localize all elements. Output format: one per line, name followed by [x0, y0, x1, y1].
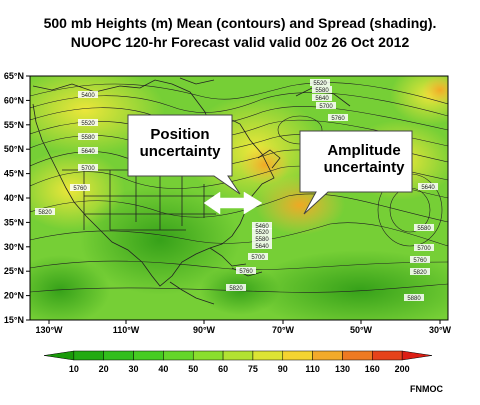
colorbar-segment: [282, 350, 313, 361]
contour-label: 5640: [255, 244, 269, 250]
colorbar-segment: [312, 350, 343, 361]
colorbar-segment: [252, 350, 284, 361]
colorbar-segment: [163, 350, 194, 361]
colorbar-segment: [192, 350, 224, 361]
lat-tick-label: 65°N: [4, 71, 24, 81]
contour-label: 5820: [229, 286, 243, 292]
colorbar-segment: [222, 350, 254, 361]
lat-tick-label: 20°N: [4, 291, 24, 301]
contour-label: 5640: [315, 96, 329, 102]
amplitude-uncertainty-text: Amplitude uncertainty: [323, 142, 405, 176]
colorbar-segment: [372, 350, 403, 361]
contour-label: 5640: [81, 149, 95, 155]
contour-label: 5520: [313, 81, 327, 87]
latitude-axis: 65°N 60°N 55°N 50°N 45°N 40°N 35°N 30°N 25°N 20°N…: [4, 71, 30, 325]
colorbar-tick-label: 130: [335, 364, 350, 374]
contour-label: 5520: [81, 121, 95, 127]
lat-tick-label: 40°N: [4, 193, 24, 203]
contour-label: 5820: [413, 270, 427, 276]
contour-label: 5760: [413, 258, 427, 264]
amplitude-callout: [299, 130, 413, 215]
lat-tick-label: 50°N: [4, 144, 24, 154]
colorbar-tick-label: 75: [248, 364, 258, 374]
lon-tick-label: 110°W: [113, 325, 140, 335]
lon-tick-label: 30°W: [429, 325, 452, 335]
colorbar-tick-label: 30: [129, 364, 139, 374]
colorbar-segment: [43, 350, 75, 361]
colorbar-tick-label: 90: [278, 364, 288, 374]
colorbar-tick-label: 110: [305, 364, 320, 374]
contour-label: 5700: [319, 104, 333, 110]
contour-label: 5640: [421, 185, 435, 191]
colorbar-segment: [342, 350, 373, 361]
longitude-axis: 130°W 110°W 90°W 70°W 50°W 30°W: [35, 320, 452, 335]
lon-tick-label: 70°W: [272, 325, 295, 335]
contour-label: 5580: [255, 237, 269, 243]
colorbar-tick-label: 50: [188, 364, 198, 374]
colorbar-tick-label: 40: [158, 364, 168, 374]
lat-tick-label: 30°N: [4, 242, 24, 252]
lat-tick-label: 60°N: [4, 95, 24, 105]
lat-tick-label: 55°N: [4, 120, 24, 130]
position-uncertainty-text: Position uncertainty: [139, 126, 221, 160]
contour-label: 5760: [73, 186, 87, 192]
lat-tick-label: 45°N: [4, 169, 24, 179]
amplitude-uncertainty-label: Amplitude uncertainty: [303, 142, 425, 176]
contour-label: 5460: [255, 224, 269, 230]
contour-label: 5580: [315, 88, 329, 94]
contour-label: 5700: [81, 166, 95, 172]
colorbar-tick-label: 160: [365, 364, 380, 374]
colorbar-segment: [401, 350, 433, 361]
contour-label: 5880: [407, 296, 421, 302]
colorbar-segment: [73, 350, 104, 361]
contour-label: 5520: [255, 230, 269, 236]
contour-label: 5760: [239, 269, 253, 275]
colorbar-tick-label: 10: [69, 364, 79, 374]
fnmoc-credit: FNMOC: [410, 384, 443, 394]
contour-label: 5760: [331, 116, 345, 122]
contour-label: 5580: [417, 226, 431, 232]
contour-label: 5820: [38, 210, 52, 216]
map-title-line1: 500 mb Heights (m) Mean (contours) and S…: [43, 15, 437, 31]
lon-tick-label: 50°W: [350, 325, 373, 335]
lat-tick-label: 15°N: [4, 315, 24, 325]
contour-labels: 5400552055805640570057605820552055805640…: [35, 79, 438, 302]
colorbar-segment: [133, 350, 164, 361]
contour-label: 5700: [251, 255, 265, 261]
colorbar-tick-label: 60: [218, 364, 228, 374]
lon-tick-label: 130°W: [35, 325, 63, 335]
position-double-arrow: [203, 191, 263, 215]
lon-tick-label: 90°W: [193, 325, 216, 335]
position-callout: [127, 114, 241, 195]
contour-label: 5580: [81, 135, 95, 141]
colorbar: 10 20 30 40 50 60 75 90 110 130 160 200: [43, 350, 433, 374]
lat-tick-label: 25°N: [4, 266, 24, 276]
colorbar-segment: [103, 350, 134, 361]
lat-tick-label: 35°N: [4, 217, 24, 227]
position-uncertainty-label: Position uncertainty: [131, 126, 229, 160]
colorbar-tick-label: 20: [99, 364, 109, 374]
contour-label: 5700: [417, 246, 431, 252]
contour-label: 5400: [81, 93, 95, 99]
colorbar-tick-label: 200: [395, 364, 410, 374]
map-title-line2: NUOPC 120-hr Forecast valid valid 00z 26…: [70, 34, 410, 50]
